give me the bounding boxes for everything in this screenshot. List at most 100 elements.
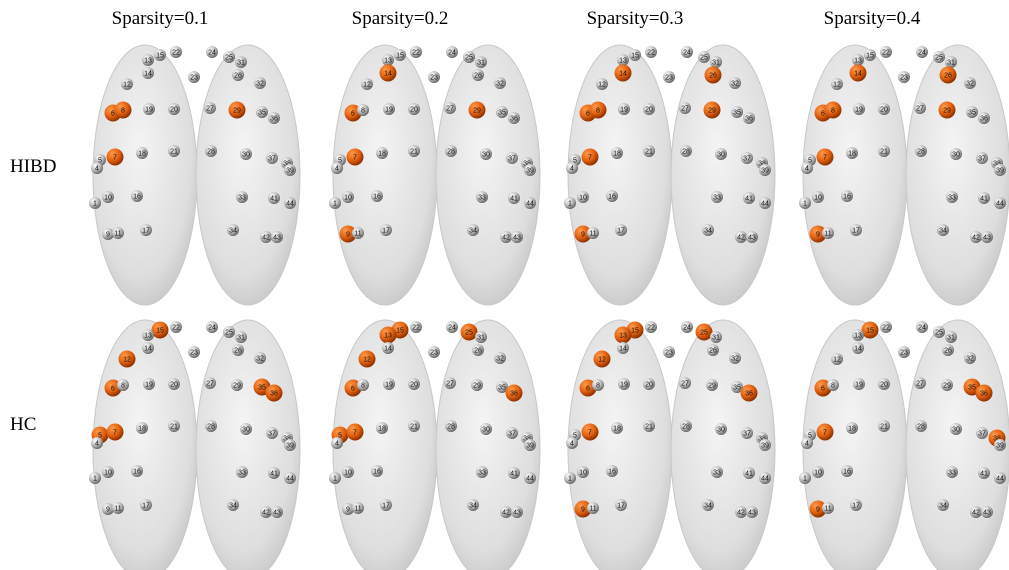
- node-label: 14: [854, 345, 862, 352]
- node-label: 4: [805, 440, 809, 447]
- node-label: 25: [465, 54, 473, 61]
- node-label: 44: [286, 475, 294, 482]
- node-label: 25: [935, 54, 943, 61]
- node-label: 30: [717, 426, 725, 433]
- node-label: 18: [848, 150, 856, 157]
- node-label: 21: [410, 148, 418, 155]
- node-label: 44: [526, 475, 534, 482]
- node-label: 39: [996, 442, 1004, 449]
- node-label: 23: [190, 74, 198, 81]
- node-label: 19: [620, 106, 628, 113]
- brain-panel: 2215131424253126122332681920272935361821…: [564, 320, 775, 570]
- node-label: 34: [469, 227, 477, 234]
- node-label: 26: [474, 72, 482, 79]
- node-label: 14: [854, 70, 862, 77]
- node-label: 7: [823, 154, 827, 161]
- node-label: 28: [917, 423, 925, 430]
- node-label: 13: [144, 332, 152, 339]
- node-label: 14: [144, 70, 152, 77]
- node-label: 33: [238, 194, 246, 201]
- node-label: 33: [238, 469, 246, 476]
- node-label: 24: [448, 324, 456, 331]
- node-label: 1: [803, 200, 807, 207]
- node-label: 7: [113, 429, 117, 436]
- node-label: 8: [121, 107, 125, 114]
- node-label: 37: [743, 430, 751, 437]
- node-label: 18: [613, 150, 621, 157]
- node-label: 23: [900, 74, 908, 81]
- node-label: 27: [916, 380, 924, 387]
- node-label: 24: [918, 324, 926, 331]
- left-hemisphere: [568, 320, 672, 570]
- node-label: 1: [568, 200, 572, 207]
- node-label: 29: [943, 107, 951, 114]
- node-label: 22: [882, 49, 890, 56]
- node-label: 33: [948, 194, 956, 201]
- node-label: 1: [93, 475, 97, 482]
- node-label: 34: [939, 502, 947, 509]
- node-label: 20: [880, 381, 888, 388]
- node-label: 42: [972, 234, 980, 241]
- node-label: 30: [242, 426, 250, 433]
- node-label: 14: [619, 345, 627, 352]
- node-label: 13: [619, 332, 627, 339]
- node-label: 1: [333, 475, 337, 482]
- node-label: 9: [106, 231, 110, 238]
- node-label: 6: [821, 385, 825, 392]
- node-label: 25: [700, 329, 708, 336]
- node-label: 14: [144, 345, 152, 352]
- node-label: 1: [803, 475, 807, 482]
- node-label: 32: [966, 80, 974, 87]
- node-label: 12: [123, 81, 131, 88]
- node-label: 43: [513, 509, 521, 516]
- node-label: 43: [983, 234, 991, 241]
- node-label: 31: [947, 59, 955, 66]
- node-label: 12: [833, 356, 841, 363]
- node-label: 41: [270, 470, 278, 477]
- node-label: 8: [831, 382, 835, 389]
- node-label: 17: [142, 502, 150, 509]
- node-label: 33: [478, 194, 486, 201]
- node-label: 12: [833, 81, 841, 88]
- node-label: 21: [880, 148, 888, 155]
- column-title: Sparsity=0.4: [824, 8, 921, 29]
- node-label: 9: [581, 231, 585, 238]
- node-label: 16: [608, 193, 616, 200]
- brain-panel: 2215131424253126122332681920272935361821…: [89, 45, 300, 305]
- node-label: 23: [665, 74, 673, 81]
- node-label: 11: [589, 230, 596, 237]
- node-label: 16: [843, 193, 851, 200]
- column-title: Sparsity=0.3: [587, 8, 684, 29]
- node-label: 18: [848, 425, 856, 432]
- node-label: 15: [631, 52, 639, 59]
- left-hemisphere: [333, 45, 437, 305]
- node-label: 19: [385, 106, 393, 113]
- node-label: 23: [430, 74, 438, 81]
- node-label: 18: [138, 425, 146, 432]
- node-label: 12: [123, 356, 131, 363]
- node-label: 15: [396, 327, 404, 334]
- brain-panel: 2215131424253126122332681920272935361821…: [329, 320, 540, 570]
- node-label: 35: [258, 109, 266, 116]
- node-label: 41: [745, 470, 753, 477]
- node-label: 32: [256, 355, 264, 362]
- node-label: 4: [95, 165, 99, 172]
- node-label: 27: [681, 380, 689, 387]
- node-label: 21: [410, 423, 418, 430]
- node-label: 36: [270, 115, 278, 122]
- node-label: 13: [384, 332, 392, 339]
- left-hemisphere: [803, 320, 907, 570]
- brain-panel: 2215131424253126122332681920272935361821…: [89, 320, 300, 570]
- node-label: 16: [133, 193, 141, 200]
- node-label: 8: [361, 107, 365, 114]
- node-label: 32: [966, 355, 974, 362]
- node-label: 17: [382, 227, 390, 234]
- column-title: Sparsity=0.1: [112, 8, 209, 29]
- node-label: 24: [448, 49, 456, 56]
- node-label: 21: [170, 148, 178, 155]
- right-hemisphere: [436, 45, 540, 305]
- node-label: 36: [270, 390, 278, 397]
- node-label: 7: [588, 154, 592, 161]
- node-label: 24: [683, 49, 691, 56]
- node-label: 27: [916, 105, 924, 112]
